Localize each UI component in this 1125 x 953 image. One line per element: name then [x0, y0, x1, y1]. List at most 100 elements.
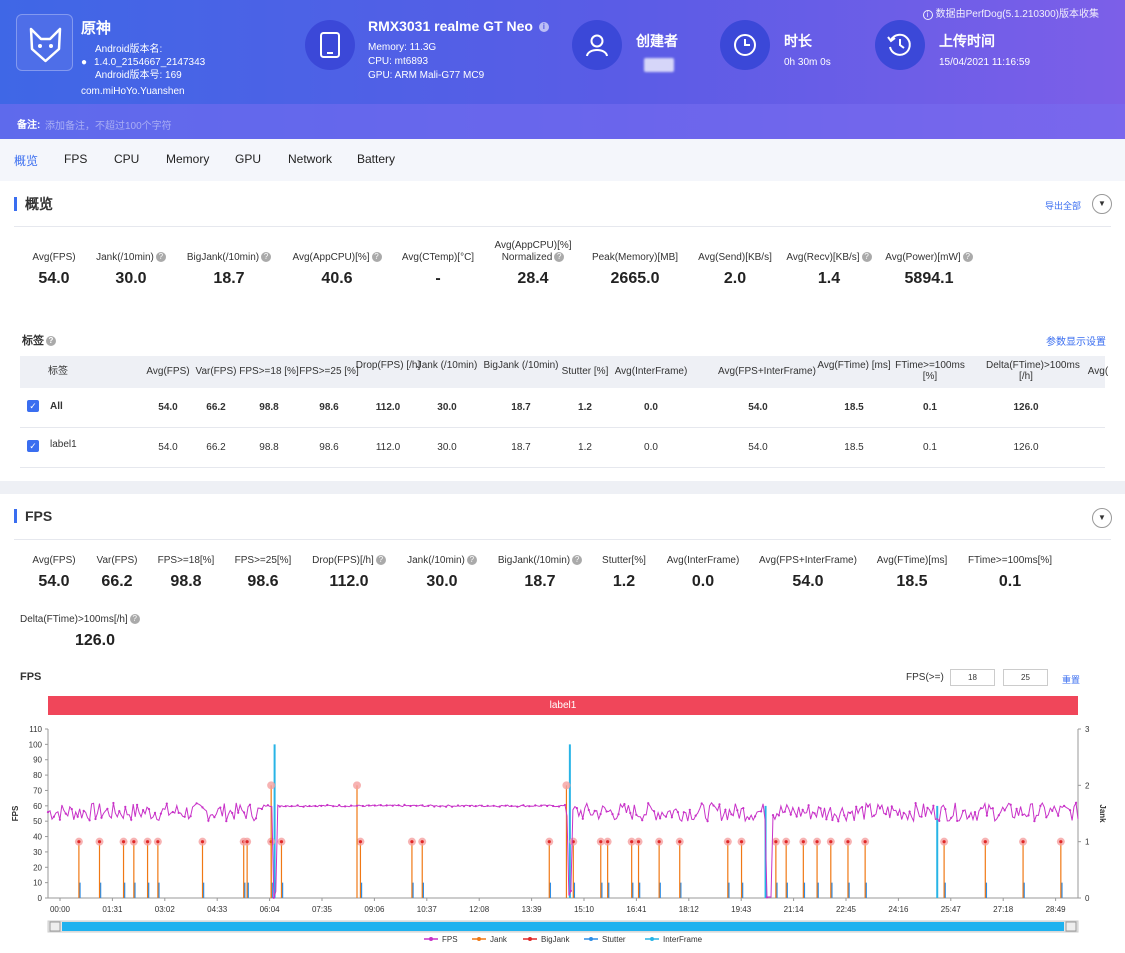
fps-point: [159, 812, 162, 815]
fps-point: [296, 804, 299, 807]
help-icon[interactable]: ?: [261, 252, 272, 263]
table-cell: 18.5: [844, 402, 864, 413]
fps-point: [498, 805, 501, 808]
y-tick-label: 10: [33, 879, 42, 888]
fps-point: [1063, 804, 1066, 807]
help-icon[interactable]: ?: [572, 555, 583, 566]
help-icon[interactable]: ?: [962, 252, 973, 263]
fps-point: [605, 810, 608, 813]
tab-network[interactable]: Network: [288, 152, 333, 166]
metric-label: Stutter[%]: [602, 555, 646, 566]
table-cell: 18.7: [511, 402, 531, 413]
fps-point: [1033, 820, 1036, 823]
fps-point: [284, 805, 287, 808]
table-cell: 0.0: [644, 442, 658, 453]
fps-point: [569, 889, 573, 892]
fps-point: [409, 804, 412, 808]
metric-value: 2665.0: [610, 270, 660, 287]
fps-point: [611, 813, 614, 816]
table-header: 标签 Avg(FPS) Var(FPS) FPS>=18 [%] FPS>=25 [%]…: [20, 356, 1108, 388]
table-cell: 98.8: [259, 402, 279, 413]
table-cell: 0.1: [923, 402, 937, 413]
fps-point: [147, 808, 151, 811]
duration-value: 0h 30m 0s: [784, 57, 831, 68]
fps-point: [789, 813, 792, 816]
fps-metric: Var(FPS) 66.2: [52, 555, 182, 591]
table-cell: 54.0: [158, 442, 178, 453]
metric-label: Avg(Power)[mW]?: [869, 252, 989, 264]
version-name: 1.4.0_2154667_2147343: [94, 57, 206, 68]
collapse-fps-button[interactable]: ▼: [1092, 508, 1112, 528]
range-handle-left[interactable]: [49, 921, 61, 932]
fps-point: [754, 815, 757, 818]
fps-threshold-input-1[interactable]: 18: [950, 669, 995, 686]
param-settings-link[interactable]: 参数显示设置: [1046, 337, 1106, 348]
metric-value: 30.0: [426, 573, 458, 590]
fps-point: [771, 814, 775, 817]
legend-label-interframe[interactable]: InterFrame: [663, 935, 703, 944]
tab-gpu[interactable]: GPU: [235, 152, 262, 166]
metric-value: -: [435, 270, 441, 287]
fps-metric: Avg(InterFrame) 0.0: [638, 555, 768, 591]
help-icon[interactable]: ?: [46, 336, 56, 347]
fps-point: [106, 807, 109, 810]
version-note-text: 数据由PerfDog(5.1.210300)版本收集: [935, 9, 1099, 20]
table-cell: 18.5: [844, 442, 864, 453]
tab-overview[interactable]: 概览: [14, 154, 39, 168]
reset-link[interactable]: 重置: [1062, 675, 1081, 685]
fps-metric: Jank(/10min)? 30.0: [377, 555, 507, 591]
range-slider[interactable]: [62, 922, 1064, 931]
y-tick-label: 110: [29, 725, 42, 734]
fps-point: [552, 804, 555, 808]
fps-point: [254, 817, 258, 820]
help-icon[interactable]: ?: [554, 252, 565, 263]
help-icon[interactable]: ?: [155, 252, 166, 263]
metric-label: BigJank(/10min)?: [169, 252, 289, 264]
legend-label-fps[interactable]: FPS: [442, 935, 458, 944]
creator-name-blurred: [644, 58, 674, 72]
row-checkbox[interactable]: ✓: [27, 400, 39, 412]
legend-label-jank[interactable]: Jank: [490, 935, 508, 944]
y2-tick-label: 0: [1085, 894, 1090, 903]
legend-label-bigjank[interactable]: BigJank: [541, 935, 570, 944]
fps-point: [884, 813, 888, 816]
fps-point: [664, 815, 668, 818]
note-input[interactable]: 添加备注，不超过100个字符: [45, 121, 172, 132]
fps-section-title: FPS: [14, 509, 52, 523]
fps-point: [837, 820, 840, 823]
help-icon[interactable]: ?: [371, 252, 382, 263]
jank-marker-dot: [801, 840, 805, 844]
android-icon: ●: [81, 57, 88, 68]
fps-metric: Avg(FTime)[ms] 18.5: [847, 555, 977, 591]
y-tick-label: 0: [38, 894, 43, 903]
fps-chart[interactable]: 0 10 20 30 40 50 60 70 80 90 100 110 0 1 2 3 00:00 01:31 0…: [0, 716, 1125, 953]
legend-label-stutter[interactable]: Stutter: [602, 935, 626, 944]
device-info-icon[interactable]: i: [538, 22, 549, 33]
metric-label: Drop(FPS)[/h]?: [284, 555, 414, 567]
table-row[interactable]: ✓ All 54.0 66.2 98.8 98.6 112.0 30.0 18.7 1.2 0.0 5…: [20, 388, 1105, 428]
help-icon[interactable]: ?: [375, 555, 386, 566]
metric-value: 18.5: [896, 573, 928, 590]
y-axis-label: FPS: [11, 805, 20, 821]
fps-threshold-input-2[interactable]: 25: [1003, 669, 1048, 686]
label-banner[interactable]: label1: [48, 696, 1078, 715]
fps-point: [248, 803, 252, 806]
row-checkbox[interactable]: ✓: [27, 440, 39, 452]
table-row[interactable]: ✓ label1 54.0 66.2 98.8 98.6 112.0 30.0 18.7 1.2 0…: [20, 428, 1105, 468]
overview-metric: Avg(AppCPU)[%]? 40.6: [277, 252, 397, 288]
fps-point: [599, 812, 602, 816]
help-icon[interactable]: ?: [466, 555, 477, 566]
table-header-cell: Avg(FTime) [ms]: [817, 360, 891, 371]
creator-icon: [572, 20, 622, 70]
help-icon[interactable]: ?: [861, 252, 872, 263]
tab-cpu[interactable]: CPU: [114, 152, 140, 166]
range-handle-right[interactable]: [1065, 921, 1077, 932]
fps-point: [243, 811, 246, 814]
export-all-link[interactable]: 导出全部: [1045, 201, 1082, 211]
tab-fps[interactable]: FPS: [64, 152, 88, 166]
tab-memory[interactable]: Memory: [166, 152, 210, 166]
tab-battery[interactable]: Battery: [357, 152, 396, 166]
table-header-cell: FPS>=18 [%]: [239, 366, 299, 377]
collapse-overview-button[interactable]: ▼: [1092, 194, 1112, 214]
help-icon[interactable]: ?: [129, 614, 140, 625]
